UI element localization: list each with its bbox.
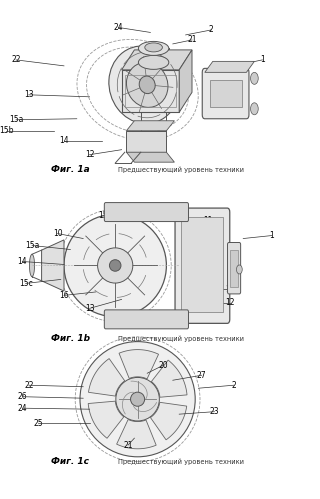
Ellipse shape (109, 46, 179, 124)
Text: 15b: 15b (0, 126, 14, 135)
Text: 15c: 15c (19, 279, 32, 288)
Text: 2: 2 (209, 25, 213, 34)
Polygon shape (205, 61, 254, 72)
Text: 15a: 15a (9, 115, 23, 124)
Ellipse shape (138, 55, 169, 69)
Ellipse shape (126, 62, 168, 107)
FancyBboxPatch shape (104, 203, 188, 222)
Polygon shape (126, 152, 174, 162)
Text: 2: 2 (231, 381, 236, 390)
Text: 24: 24 (114, 23, 123, 32)
Text: 10: 10 (53, 229, 62, 238)
Bar (122, 70, 179, 112)
Text: 26: 26 (18, 392, 27, 401)
Ellipse shape (131, 392, 145, 406)
Bar (230, 250, 238, 287)
FancyBboxPatch shape (228, 243, 241, 294)
Text: Фиг. 1b: Фиг. 1b (51, 334, 90, 343)
Text: 14: 14 (18, 257, 27, 266)
Text: 27: 27 (197, 371, 206, 380)
Ellipse shape (138, 41, 169, 55)
Text: 21: 21 (187, 35, 197, 44)
Polygon shape (119, 350, 159, 379)
Ellipse shape (98, 248, 133, 283)
Text: 17: 17 (226, 285, 235, 294)
Ellipse shape (109, 259, 121, 271)
Bar (181, 217, 223, 312)
Text: 21: 21 (123, 441, 133, 450)
Text: 24: 24 (18, 404, 27, 413)
Ellipse shape (139, 76, 155, 94)
Text: 16: 16 (59, 291, 69, 300)
Bar (126, 131, 166, 152)
Ellipse shape (145, 43, 163, 52)
Text: Предшествующий уровень техники: Предшествующий уровень техники (118, 166, 244, 173)
Text: Предшествующий уровень техники: Предшествующий уровень техники (118, 335, 244, 342)
Text: Фиг. 1c: Фиг. 1c (51, 457, 89, 466)
Text: Фиг. 1a: Фиг. 1a (51, 165, 90, 174)
FancyBboxPatch shape (175, 208, 230, 323)
Text: 12: 12 (85, 150, 94, 159)
Text: 15b: 15b (98, 211, 113, 220)
Polygon shape (116, 420, 156, 449)
Polygon shape (151, 360, 187, 397)
Polygon shape (89, 359, 125, 396)
Text: 22: 22 (24, 381, 34, 390)
Circle shape (251, 103, 258, 115)
Text: 1: 1 (260, 55, 265, 64)
Polygon shape (179, 50, 192, 112)
FancyBboxPatch shape (202, 68, 249, 119)
Text: 22: 22 (11, 55, 21, 64)
Ellipse shape (64, 214, 166, 317)
Text: 13: 13 (24, 90, 34, 99)
Circle shape (251, 72, 258, 84)
Text: 13: 13 (85, 304, 94, 313)
Text: 25: 25 (34, 419, 43, 428)
Text: Предшествующий уровень техники: Предшествующий уровень техники (118, 458, 244, 465)
Polygon shape (42, 240, 64, 291)
Text: 12: 12 (226, 298, 235, 307)
Ellipse shape (116, 377, 159, 421)
Text: 11: 11 (203, 216, 213, 225)
Ellipse shape (80, 342, 195, 457)
FancyBboxPatch shape (104, 310, 188, 329)
Text: 20: 20 (158, 361, 168, 370)
Polygon shape (150, 402, 187, 440)
Polygon shape (88, 401, 124, 438)
Text: 15a: 15a (25, 241, 39, 250)
Circle shape (236, 265, 242, 274)
Polygon shape (122, 50, 192, 70)
Text: 23: 23 (210, 407, 219, 416)
Text: 14: 14 (59, 136, 69, 145)
Text: 23: 23 (238, 105, 248, 114)
Polygon shape (126, 121, 174, 131)
Bar (210, 80, 242, 107)
Bar (125, 75, 176, 107)
Ellipse shape (29, 254, 35, 276)
Text: 1: 1 (270, 231, 274, 240)
